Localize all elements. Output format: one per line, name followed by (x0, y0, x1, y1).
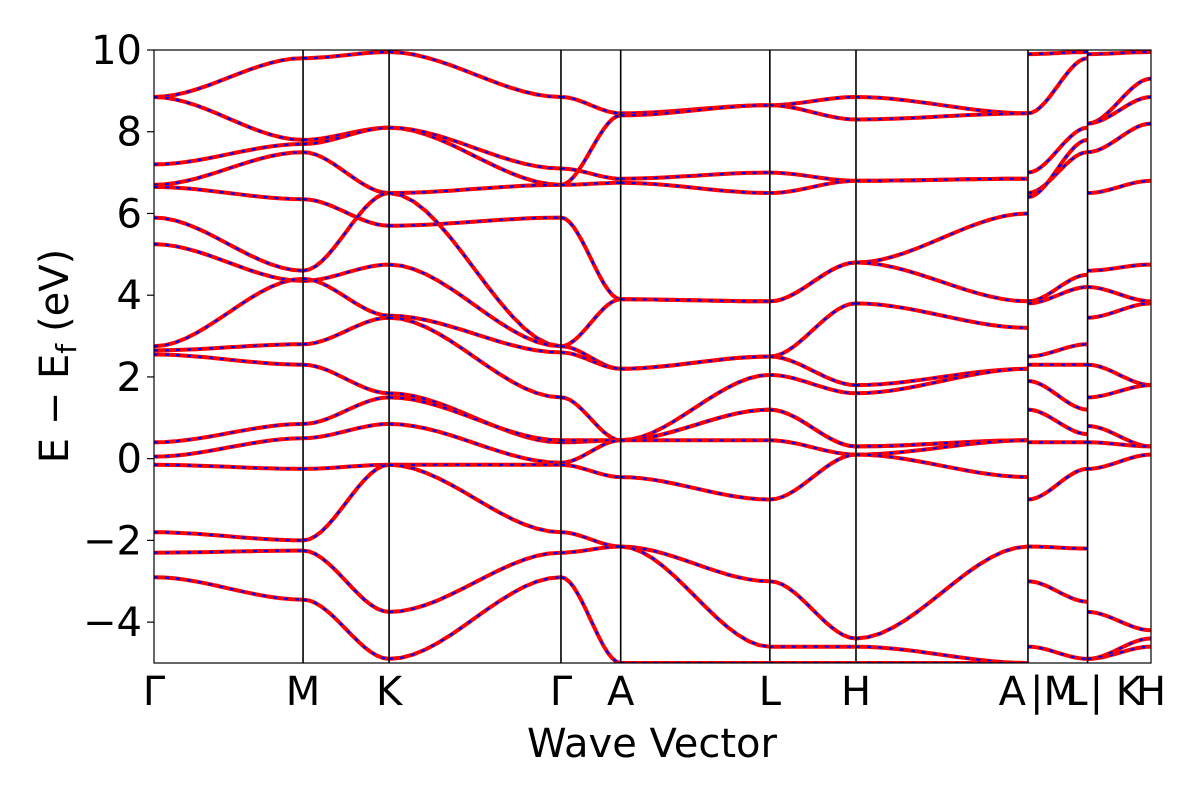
y-axis-label: E − Ef (eV) (32, 249, 83, 464)
x-tick-label: A (607, 669, 635, 715)
y-tick-label: 10 (91, 28, 142, 74)
y-axis-label-main: E − E (32, 354, 78, 464)
svg-text:E − Ef(eV): E − Ef (eV) (32, 249, 83, 464)
x-tick-label: Γ (143, 669, 166, 715)
y-tick-label: 4 (117, 273, 142, 319)
band-lines (154, 50, 1151, 663)
band-line-overlay (154, 463, 1151, 640)
band-line-overlay (154, 50, 1151, 115)
band-line-overlay (154, 277, 1151, 387)
x-tick-label: K (376, 669, 404, 715)
y-axis-label-unit: (eV) (32, 249, 78, 332)
band-line-overlay (154, 545, 1151, 663)
x-tick-label: |M (1030, 669, 1078, 715)
plot-frame (153, 49, 1152, 664)
x-axis-label: Wave Vector (527, 721, 778, 767)
y-tick-label: 0 (117, 437, 142, 483)
band-line-overlay (154, 122, 1151, 195)
x-tick-label: M (286, 669, 321, 715)
high-symmetry-lines (302, 50, 1089, 663)
x-tick-label: | K (1090, 669, 1144, 715)
y-tick-label: 2 (117, 355, 142, 401)
band-line-overlay (154, 191, 1151, 348)
y-tick-label: 6 (117, 191, 142, 237)
x-tick-label: H (841, 669, 871, 715)
x-tick-label: L (759, 669, 782, 715)
x-tick-label: A (999, 669, 1027, 715)
y-tick-label: −4 (83, 600, 142, 646)
x-axis: Γ M K Γ A L H A |ML | KH (143, 669, 1166, 715)
band-line-overlay (154, 396, 1151, 448)
x-tick-label: H (1136, 669, 1166, 715)
y-tick-label: −2 (83, 518, 142, 564)
band-line-overlay (154, 57, 1151, 186)
y-axis-label-subscript: f (50, 343, 83, 354)
band-line-overlay (154, 243, 1151, 370)
band-line-overlay (154, 453, 1151, 501)
band-line-overlay (154, 316, 1151, 442)
band-line-overlay (154, 95, 1151, 182)
x-tick-label: Γ (550, 669, 573, 715)
x-tick-label: L (1065, 669, 1088, 715)
band-line-overlay (154, 422, 1151, 464)
y-tick-label: 8 (117, 110, 142, 156)
band-line-overlay (154, 576, 1151, 663)
y-axis: −4 −2 0 2 4 6 8 10 (83, 28, 154, 646)
